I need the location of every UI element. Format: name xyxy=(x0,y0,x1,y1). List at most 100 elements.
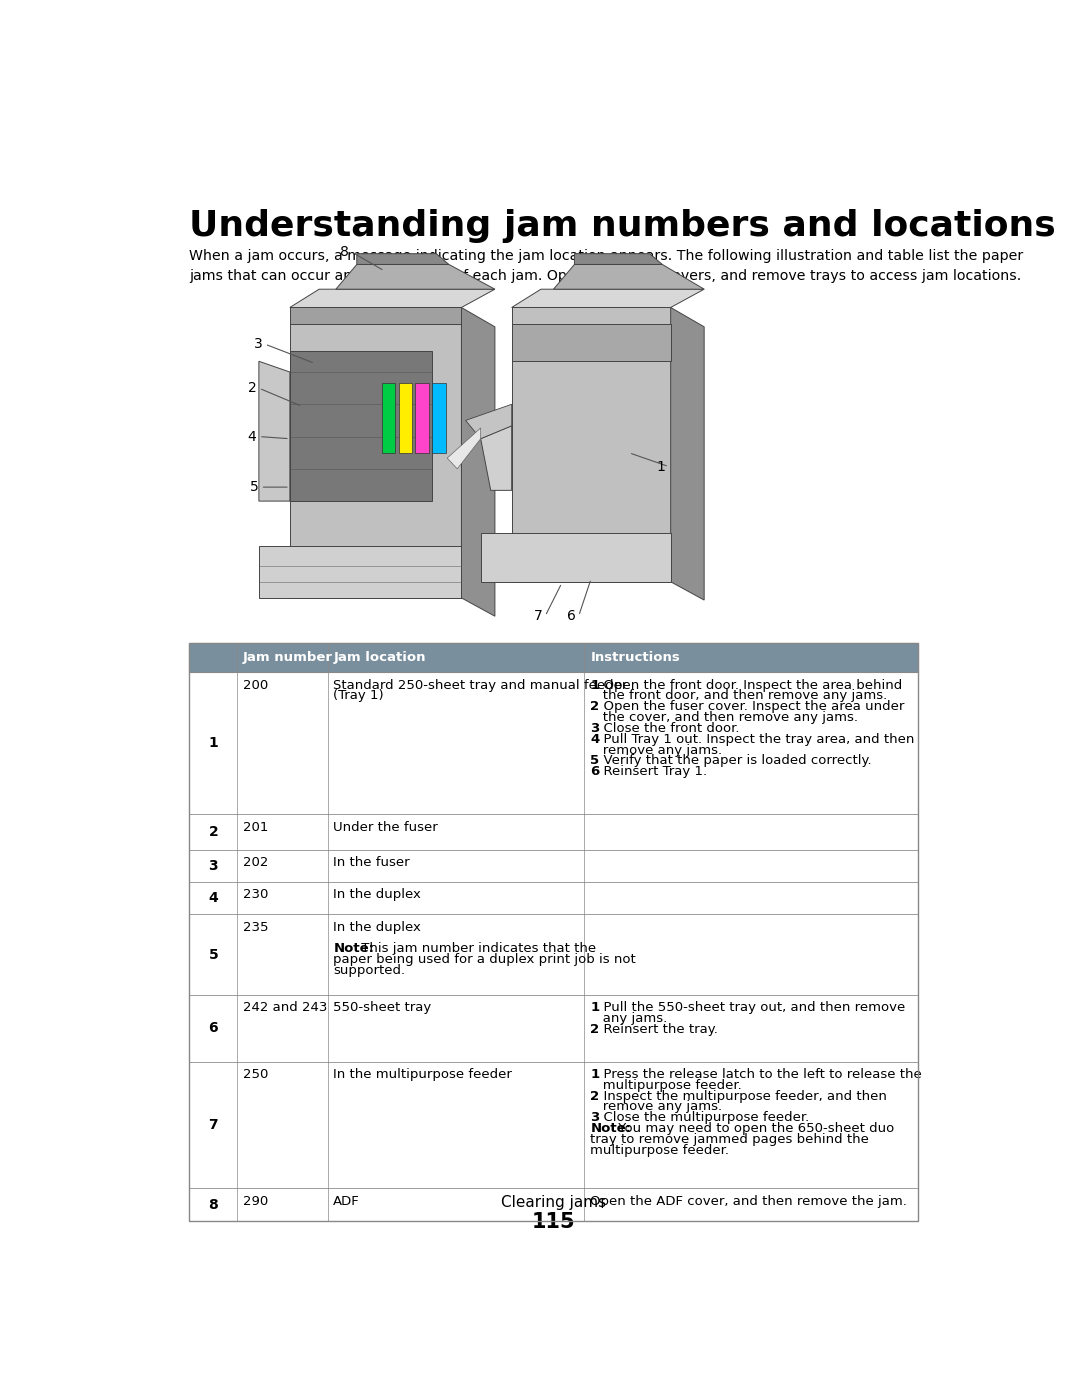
Text: Open the fuser cover. Inspect the area under: Open the fuser cover. Inspect the area u… xyxy=(595,700,904,714)
Text: 201: 201 xyxy=(243,820,268,834)
Text: In the duplex: In the duplex xyxy=(334,921,421,933)
Text: Reinsert the tray.: Reinsert the tray. xyxy=(595,1023,718,1037)
Text: 4: 4 xyxy=(247,429,257,444)
Text: 1: 1 xyxy=(591,679,599,692)
Polygon shape xyxy=(416,383,429,453)
Text: Standard 250-sheet tray and manual feeder: Standard 250-sheet tray and manual feede… xyxy=(334,679,627,692)
Text: Instructions: Instructions xyxy=(591,651,680,664)
Text: 1: 1 xyxy=(591,1067,599,1081)
Text: the front door, and then remove any jams.: the front door, and then remove any jams… xyxy=(591,689,888,703)
Polygon shape xyxy=(671,307,704,601)
Text: Understanding jam numbers and locations: Understanding jam numbers and locations xyxy=(189,208,1056,243)
Polygon shape xyxy=(461,307,495,616)
Bar xyxy=(189,643,918,1221)
Text: 5: 5 xyxy=(591,754,599,767)
Text: 2: 2 xyxy=(591,1090,599,1102)
Polygon shape xyxy=(289,307,461,324)
Text: 5: 5 xyxy=(249,481,258,495)
Text: Inspect the multipurpose feeder, and then: Inspect the multipurpose feeder, and the… xyxy=(595,1090,887,1102)
Text: 3: 3 xyxy=(208,859,218,873)
Polygon shape xyxy=(289,307,461,598)
Bar xyxy=(189,814,918,849)
Text: supported.: supported. xyxy=(334,964,405,977)
Polygon shape xyxy=(432,383,446,453)
Polygon shape xyxy=(289,289,495,307)
Bar xyxy=(189,1189,918,1221)
Text: tray to remove jammed pages behind the: tray to remove jammed pages behind the xyxy=(591,1133,869,1146)
Text: In the fuser: In the fuser xyxy=(334,856,410,869)
Text: 8: 8 xyxy=(340,244,349,258)
Text: 1: 1 xyxy=(657,460,665,474)
Text: 3: 3 xyxy=(591,722,599,735)
Text: Verify that the paper is loaded correctly.: Verify that the paper is loaded correctl… xyxy=(595,754,872,767)
Polygon shape xyxy=(512,324,671,362)
Text: 1: 1 xyxy=(591,1002,599,1014)
Polygon shape xyxy=(481,426,512,490)
Polygon shape xyxy=(259,362,289,502)
Text: 4: 4 xyxy=(208,891,218,905)
Bar xyxy=(189,672,918,814)
Polygon shape xyxy=(289,351,432,502)
Text: 6: 6 xyxy=(208,1021,218,1035)
Text: 230: 230 xyxy=(243,888,268,901)
Text: Close the front door.: Close the front door. xyxy=(595,722,740,735)
Bar xyxy=(189,849,918,882)
Text: 202: 202 xyxy=(243,856,268,869)
Polygon shape xyxy=(382,383,395,453)
Bar xyxy=(189,914,918,995)
Polygon shape xyxy=(554,264,704,289)
Text: 2: 2 xyxy=(591,700,599,714)
Polygon shape xyxy=(259,546,461,598)
Text: 550-sheet tray: 550-sheet tray xyxy=(334,1002,432,1014)
Polygon shape xyxy=(336,264,495,289)
Text: multipurpose feeder.: multipurpose feeder. xyxy=(591,1144,729,1157)
Text: Reinsert Tray 1.: Reinsert Tray 1. xyxy=(595,766,707,778)
Text: paper being used for a duplex print job is not: paper being used for a duplex print job … xyxy=(334,953,636,967)
Text: In the duplex: In the duplex xyxy=(334,888,421,901)
Text: ADF: ADF xyxy=(334,1194,360,1208)
Text: When a jam occurs, a message indicating the jam location appears. The following : When a jam occurs, a message indicating … xyxy=(189,250,1024,282)
Polygon shape xyxy=(575,254,662,264)
Text: 4: 4 xyxy=(591,732,599,746)
Text: Pull Tray 1 out. Inspect the tray area, and then: Pull Tray 1 out. Inspect the tray area, … xyxy=(595,732,915,746)
Text: In the multipurpose feeder: In the multipurpose feeder xyxy=(334,1067,512,1081)
Text: remove any jams.: remove any jams. xyxy=(591,743,723,757)
Text: remove any jams.: remove any jams. xyxy=(591,1101,723,1113)
Text: 8: 8 xyxy=(208,1197,218,1211)
Text: 200: 200 xyxy=(243,679,268,692)
Text: any jams.: any jams. xyxy=(591,1011,667,1025)
Polygon shape xyxy=(447,427,481,469)
Text: 5: 5 xyxy=(208,947,218,961)
Text: Open the ADF cover, and then remove the jam.: Open the ADF cover, and then remove the … xyxy=(591,1194,907,1208)
Text: 6: 6 xyxy=(567,609,577,623)
Bar xyxy=(189,995,918,1062)
Text: Clearing jams: Clearing jams xyxy=(501,1194,606,1210)
Text: Close the multipurpose feeder.: Close the multipurpose feeder. xyxy=(595,1111,809,1125)
Text: 3: 3 xyxy=(591,1111,599,1125)
Text: 2: 2 xyxy=(247,381,257,395)
Text: Press the release latch to the left to release the: Press the release latch to the left to r… xyxy=(595,1067,922,1081)
Text: 250: 250 xyxy=(243,1067,268,1081)
Text: 7: 7 xyxy=(534,609,543,623)
Text: 3: 3 xyxy=(254,337,262,351)
Polygon shape xyxy=(465,404,512,439)
Text: 2: 2 xyxy=(591,1023,599,1037)
Text: 242 and 243: 242 and 243 xyxy=(243,1002,327,1014)
Text: 1: 1 xyxy=(208,736,218,750)
Polygon shape xyxy=(399,383,413,453)
Text: (Tray 1): (Tray 1) xyxy=(334,689,384,703)
Polygon shape xyxy=(481,534,671,581)
Text: 6: 6 xyxy=(591,766,599,778)
Text: Note:: Note: xyxy=(591,1122,632,1136)
Text: Jam location: Jam location xyxy=(334,651,426,664)
Text: 115: 115 xyxy=(531,1211,576,1232)
Text: Open the front door. Inspect the area behind: Open the front door. Inspect the area be… xyxy=(595,679,903,692)
Text: 2: 2 xyxy=(208,824,218,838)
Text: Pull the 550-sheet tray out, and then remove: Pull the 550-sheet tray out, and then re… xyxy=(595,1002,905,1014)
Text: the cover, and then remove any jams.: the cover, and then remove any jams. xyxy=(591,711,859,724)
Text: Jam number: Jam number xyxy=(243,651,333,664)
Polygon shape xyxy=(512,307,671,581)
Text: This jam number indicates that the: This jam number indicates that the xyxy=(357,942,596,956)
Text: You may need to open the 650-sheet duo: You may need to open the 650-sheet duo xyxy=(615,1122,894,1136)
Bar xyxy=(189,882,918,914)
